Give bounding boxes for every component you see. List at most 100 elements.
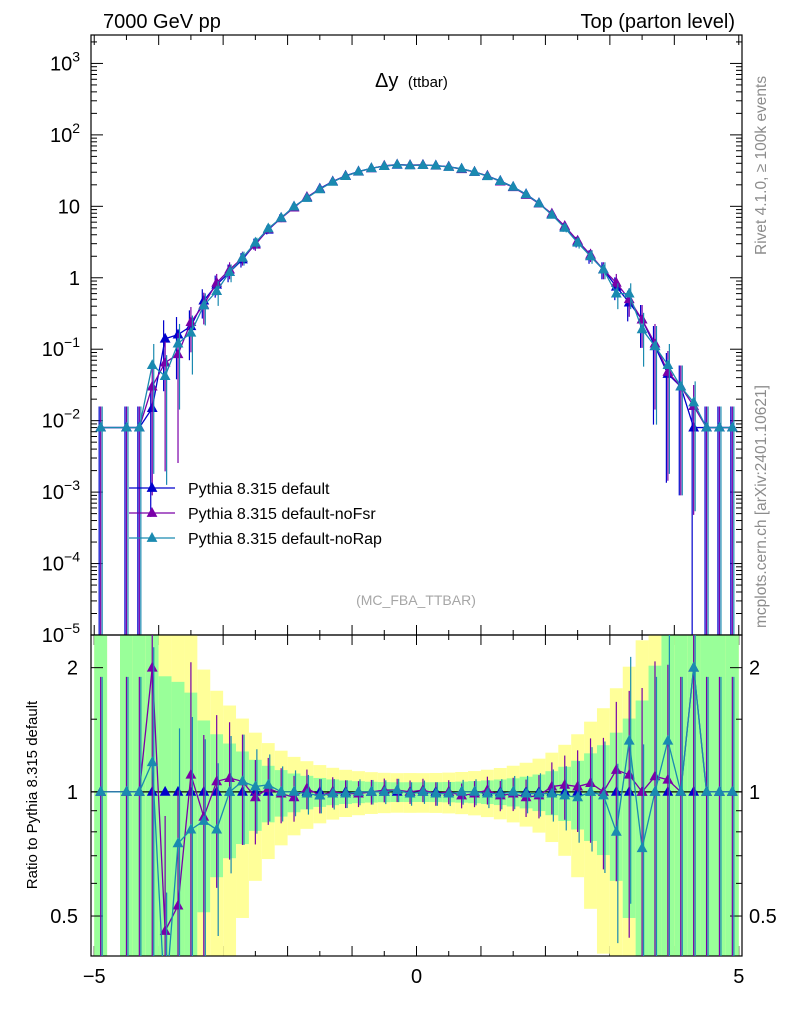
marker-noFsr xyxy=(211,276,223,287)
y-tick-exponent: −5 xyxy=(64,620,80,636)
plot-title-main: Δy xyxy=(375,70,398,92)
y-tick-exponent: 2 xyxy=(72,120,80,136)
marker-noRap xyxy=(546,208,558,219)
y-tick-base: 10 xyxy=(42,554,64,576)
marker-noRap xyxy=(391,158,403,169)
marker-noRap xyxy=(623,287,635,298)
ratio-marker-noRap xyxy=(649,785,661,796)
y-tick-base: 10 xyxy=(42,339,64,361)
header-right: Top (parton level) xyxy=(580,11,735,33)
ratio-marker-noRap xyxy=(185,823,197,834)
ratio-marker-noRap xyxy=(520,787,532,798)
ratio-marker-noRap xyxy=(572,791,584,802)
marker-noRap xyxy=(133,421,145,432)
header-left: 7000 GeV pp xyxy=(103,11,221,33)
legend-label-nofsr: Pythia 8.315 default-noFsr xyxy=(188,506,376,523)
marker-noRap xyxy=(249,236,261,247)
ratio-series-group xyxy=(95,635,738,956)
marker-noRap xyxy=(121,421,132,432)
marker-noRap xyxy=(417,159,429,169)
ratio-marker-noRap xyxy=(275,785,287,796)
ratio-y-tick-label: 0.5 xyxy=(50,906,78,928)
ratio-marker-noRap xyxy=(404,787,416,798)
y-tick-exponent: −1 xyxy=(64,334,80,350)
mcplots-label: mcplots.cern.ch [arXiv:2401.10621] xyxy=(753,385,770,628)
y-tick-label: 10−4 xyxy=(42,549,80,576)
ratio-marker-noRap xyxy=(301,787,313,798)
ratio-marker-noRap xyxy=(688,661,700,672)
marker-noRap xyxy=(301,191,313,202)
legend: Pythia 8.315 default Pythia 8.315 defaul… xyxy=(129,481,382,548)
legend-marker-nofsr xyxy=(146,507,158,517)
ratio-marker-noFsr xyxy=(159,924,171,935)
ratio-marker-noRap xyxy=(430,787,442,798)
legend-marker-norap xyxy=(146,532,158,542)
marker-noRap xyxy=(262,222,274,233)
legend-marker-default xyxy=(146,482,158,492)
ratio-marker-noRap xyxy=(507,785,519,796)
marker-noFsr xyxy=(662,365,674,376)
ratio-marker-noRap xyxy=(443,787,455,798)
ratio-marker-noFsr xyxy=(636,785,648,796)
ratio-marker-noRap xyxy=(327,787,339,798)
marker-noRap xyxy=(443,161,455,171)
y-tick-label: 102 xyxy=(50,120,80,147)
marker-noRap xyxy=(494,175,506,186)
marker-noRap xyxy=(430,159,442,170)
ratio-y-tick-label-right: 0.5 xyxy=(749,906,777,928)
marker-noRap xyxy=(288,200,300,211)
marker-noRap xyxy=(714,421,725,432)
marker-noFsr xyxy=(610,276,622,287)
marker-noRap xyxy=(726,421,738,432)
marker-noFsr xyxy=(159,356,171,367)
marker-noRap xyxy=(159,370,171,381)
ratio-marker-noRap xyxy=(636,842,648,853)
ratio-marker-noRap xyxy=(675,785,687,796)
y-tick-base: 10 xyxy=(58,196,80,218)
marker-noFsr xyxy=(185,316,197,326)
ratio-marker-noRap xyxy=(391,784,403,794)
ratio-marker-noRap xyxy=(172,837,184,848)
y-tick-label: 10−2 xyxy=(42,406,80,433)
marker-noRap xyxy=(340,170,351,180)
ratio-marker-noFsr xyxy=(662,773,674,784)
marker-noRap xyxy=(146,359,158,369)
ratio-marker-noRap xyxy=(249,780,261,791)
y-tick-exponent: 3 xyxy=(72,48,80,64)
marker-noRap xyxy=(636,323,648,334)
marker-noRap xyxy=(224,266,235,277)
ratio-marker-noRap xyxy=(211,823,223,834)
ratio-marker-noRap xyxy=(262,778,274,789)
series-line-noRap xyxy=(100,164,733,429)
y-tick-label: 10−1 xyxy=(42,334,80,361)
ratio-marker-noFsr xyxy=(146,661,158,672)
ratio-marker-noRap xyxy=(482,787,493,798)
marker-noRap xyxy=(353,165,364,176)
marker-noRap xyxy=(327,175,339,186)
marker-noRap xyxy=(585,250,596,261)
series-line-noFsr xyxy=(100,163,733,429)
marker-noRap xyxy=(482,170,493,181)
marker-noRap xyxy=(365,162,377,173)
y-tick-label: 103 xyxy=(50,48,80,75)
y-tick-base: 1 xyxy=(69,268,80,290)
ratio-marker-noFsr xyxy=(649,770,661,781)
analysis-watermark: (MC_FBA_TTBAR) xyxy=(356,592,476,608)
ratio-y-tick-label: 1 xyxy=(67,782,78,804)
ratio-marker-noRap xyxy=(585,785,596,796)
ratio-marker-noRap xyxy=(610,825,622,836)
legend-label-norap: Pythia 8.315 default-noRap xyxy=(188,531,382,548)
ratio-marker-noFsr xyxy=(623,768,635,779)
ratio-marker-noRap xyxy=(417,785,429,796)
marker-noRap xyxy=(675,380,687,391)
marker-noRap xyxy=(610,287,622,298)
y-tick-label: 10−5 xyxy=(42,620,80,647)
x-tick-label: 5 xyxy=(733,966,744,988)
marker-default xyxy=(159,332,171,343)
legend-label-default: Pythia 8.315 default xyxy=(188,481,330,498)
marker-noRap xyxy=(598,263,609,274)
plot-title-suffix: (ttbar) xyxy=(408,74,448,91)
main-series-group xyxy=(95,158,738,635)
marker-noRap xyxy=(507,180,519,191)
